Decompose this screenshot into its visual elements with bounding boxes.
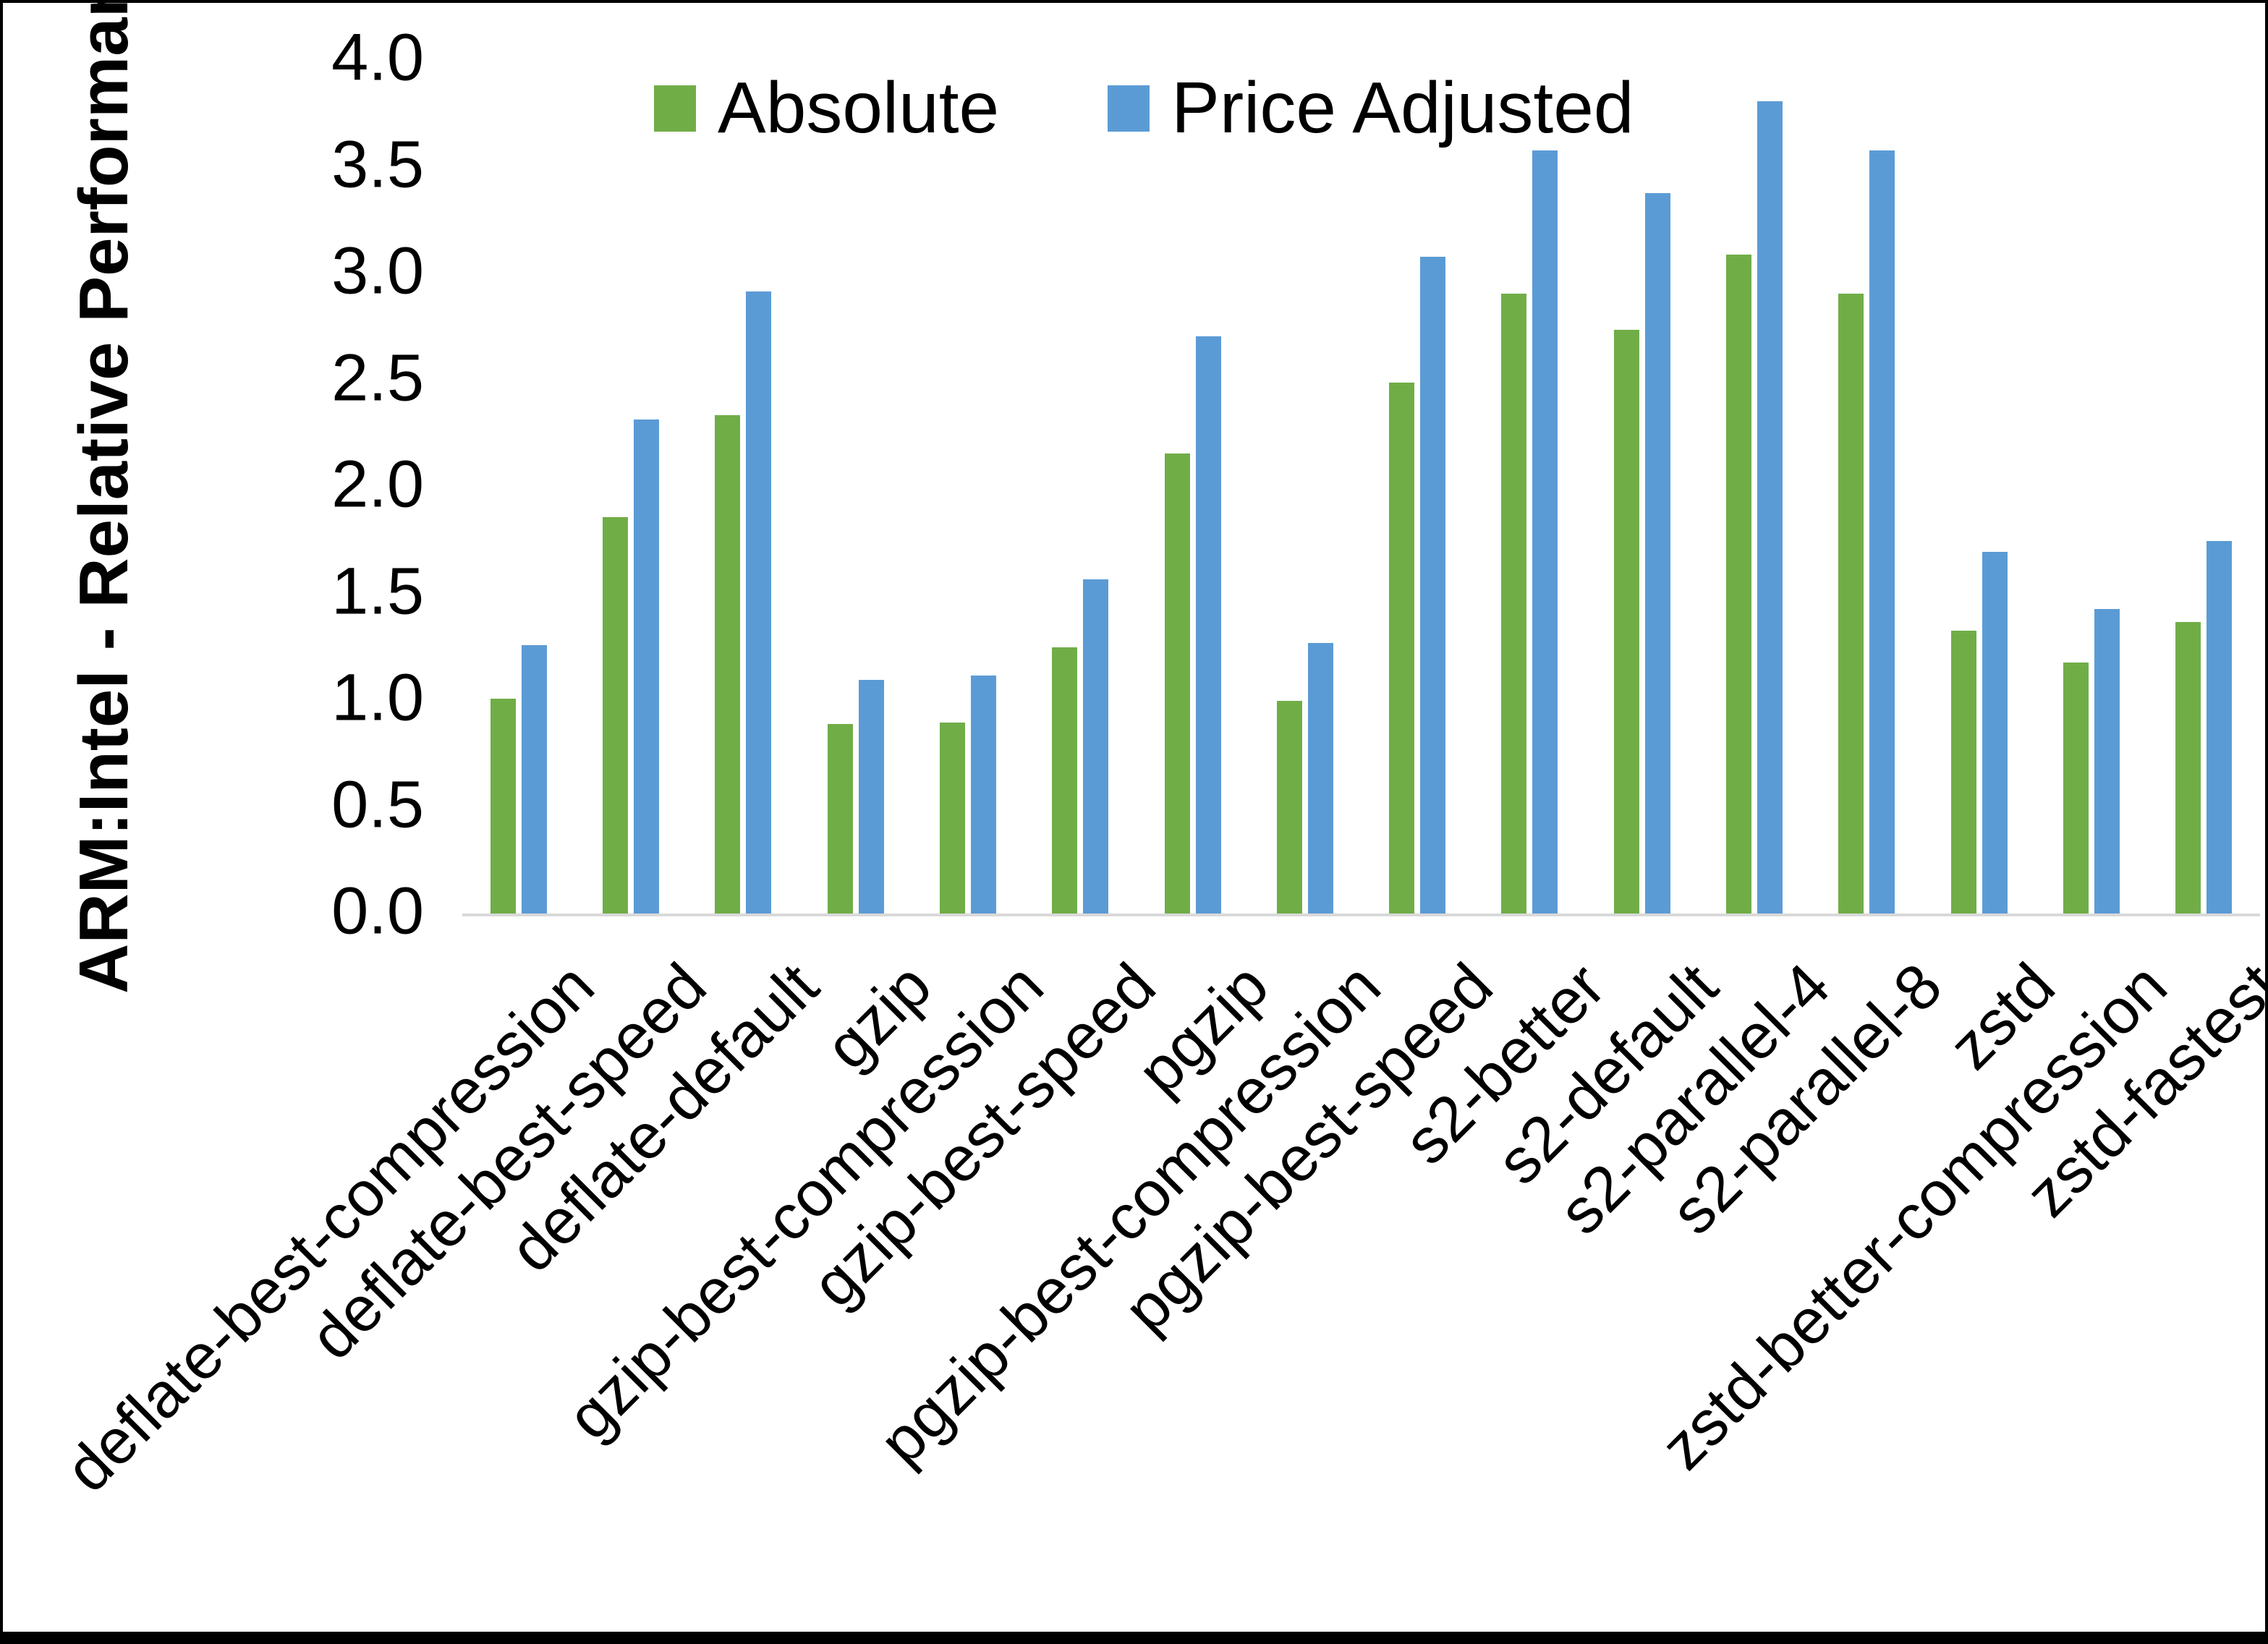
y-tick-label-1.5: 1.5 — [331, 553, 424, 628]
bar-price-adjusted-zstd — [1982, 551, 2008, 914]
y-tick-label-3.0: 3.0 — [331, 234, 424, 308]
y-tick-label-1.0: 1.0 — [331, 660, 424, 735]
legend-item-absolute: Absolute — [654, 67, 999, 150]
bar-absolute-deflate-best-speed — [602, 517, 628, 914]
bar-absolute-gzip — [827, 724, 853, 914]
bar-absolute-gzip-best-compression — [939, 722, 965, 914]
y-tick-label-0.5: 0.5 — [331, 767, 424, 841]
y-tick-label-2.0: 2.0 — [331, 447, 424, 521]
bar-price-adjusted-pgzip-best-speed — [1420, 257, 1446, 914]
bar-absolute-deflate-default — [715, 414, 741, 914]
y-tick-label-4.0: 4.0 — [331, 20, 424, 95]
bar-absolute-s2-parallel-8 — [1838, 293, 1864, 914]
bar-absolute-pgzip-best-speed — [1389, 383, 1415, 914]
bar-absolute-deflate-best-compression — [490, 699, 516, 914]
bottom-border-strip — [3, 1632, 2265, 1641]
legend-swatch-absolute — [654, 85, 696, 132]
x-axis-line — [462, 913, 2260, 916]
bar-price-adjusted-deflate-best-compression — [521, 645, 547, 914]
bar-price-adjusted-zstd-better-compression — [2094, 609, 2120, 914]
bar-price-adjusted-pgzip-best-compression — [1307, 643, 1333, 914]
bar-price-adjusted-zstd-fastest — [2207, 540, 2233, 914]
y-tick-label-2.5: 2.5 — [331, 340, 424, 414]
bar-price-adjusted-pgzip — [1195, 336, 1221, 914]
bar-absolute-zstd — [1950, 630, 1976, 914]
bar-price-adjusted-s2-default — [1644, 192, 1670, 914]
bar-price-adjusted-s2-better — [1532, 150, 1558, 914]
bar-absolute-zstd-better-compression — [2063, 662, 2089, 914]
bar-price-adjusted-gzip — [858, 679, 884, 914]
bar-absolute-pgzip-best-compression — [1276, 701, 1302, 914]
bar-price-adjusted-deflate-default — [746, 291, 772, 914]
bar-price-adjusted-s2-parallel-8 — [1869, 150, 1895, 914]
bar-absolute-s2-parallel-4 — [1726, 255, 1752, 914]
bar-absolute-gzip-best-speed — [1052, 647, 1078, 914]
legend-label-absolute: Absolute — [718, 67, 1000, 148]
y-axis-title: ARM:Intel - Relative Performance — [65, 0, 143, 994]
legend: Absolute Price Adjusted — [654, 67, 1634, 150]
bar-absolute-zstd-fastest — [2175, 621, 2201, 914]
bar-absolute-s2-better — [1501, 293, 1527, 914]
legend-swatch-price-adjusted — [1108, 85, 1150, 132]
legend-label-price-adjusted: Price Adjusted — [1171, 67, 1634, 148]
bar-price-adjusted-gzip-best-speed — [1083, 579, 1109, 914]
y-tick-label-3.5: 3.5 — [331, 127, 424, 201]
bar-absolute-pgzip — [1164, 453, 1190, 914]
bar-absolute-s2-default — [1613, 329, 1639, 914]
bar-price-adjusted-gzip-best-compression — [970, 675, 996, 914]
y-tick-label-0.0: 0.0 — [331, 874, 424, 948]
legend-item-price-adjusted: Price Adjusted — [1108, 67, 1634, 150]
bar-price-adjusted-s2-parallel-4 — [1757, 101, 1783, 914]
bar-price-adjusted-deflate-best-speed — [633, 419, 659, 914]
